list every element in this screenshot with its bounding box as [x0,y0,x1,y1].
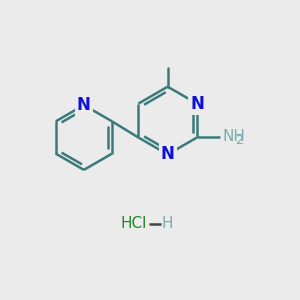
Text: H: H [162,216,173,231]
Text: 2: 2 [235,134,243,147]
Text: HCl: HCl [121,216,147,231]
Text: NH: NH [222,129,245,144]
Text: N: N [77,96,91,114]
Text: N: N [161,146,175,164]
Text: N: N [190,94,204,112]
